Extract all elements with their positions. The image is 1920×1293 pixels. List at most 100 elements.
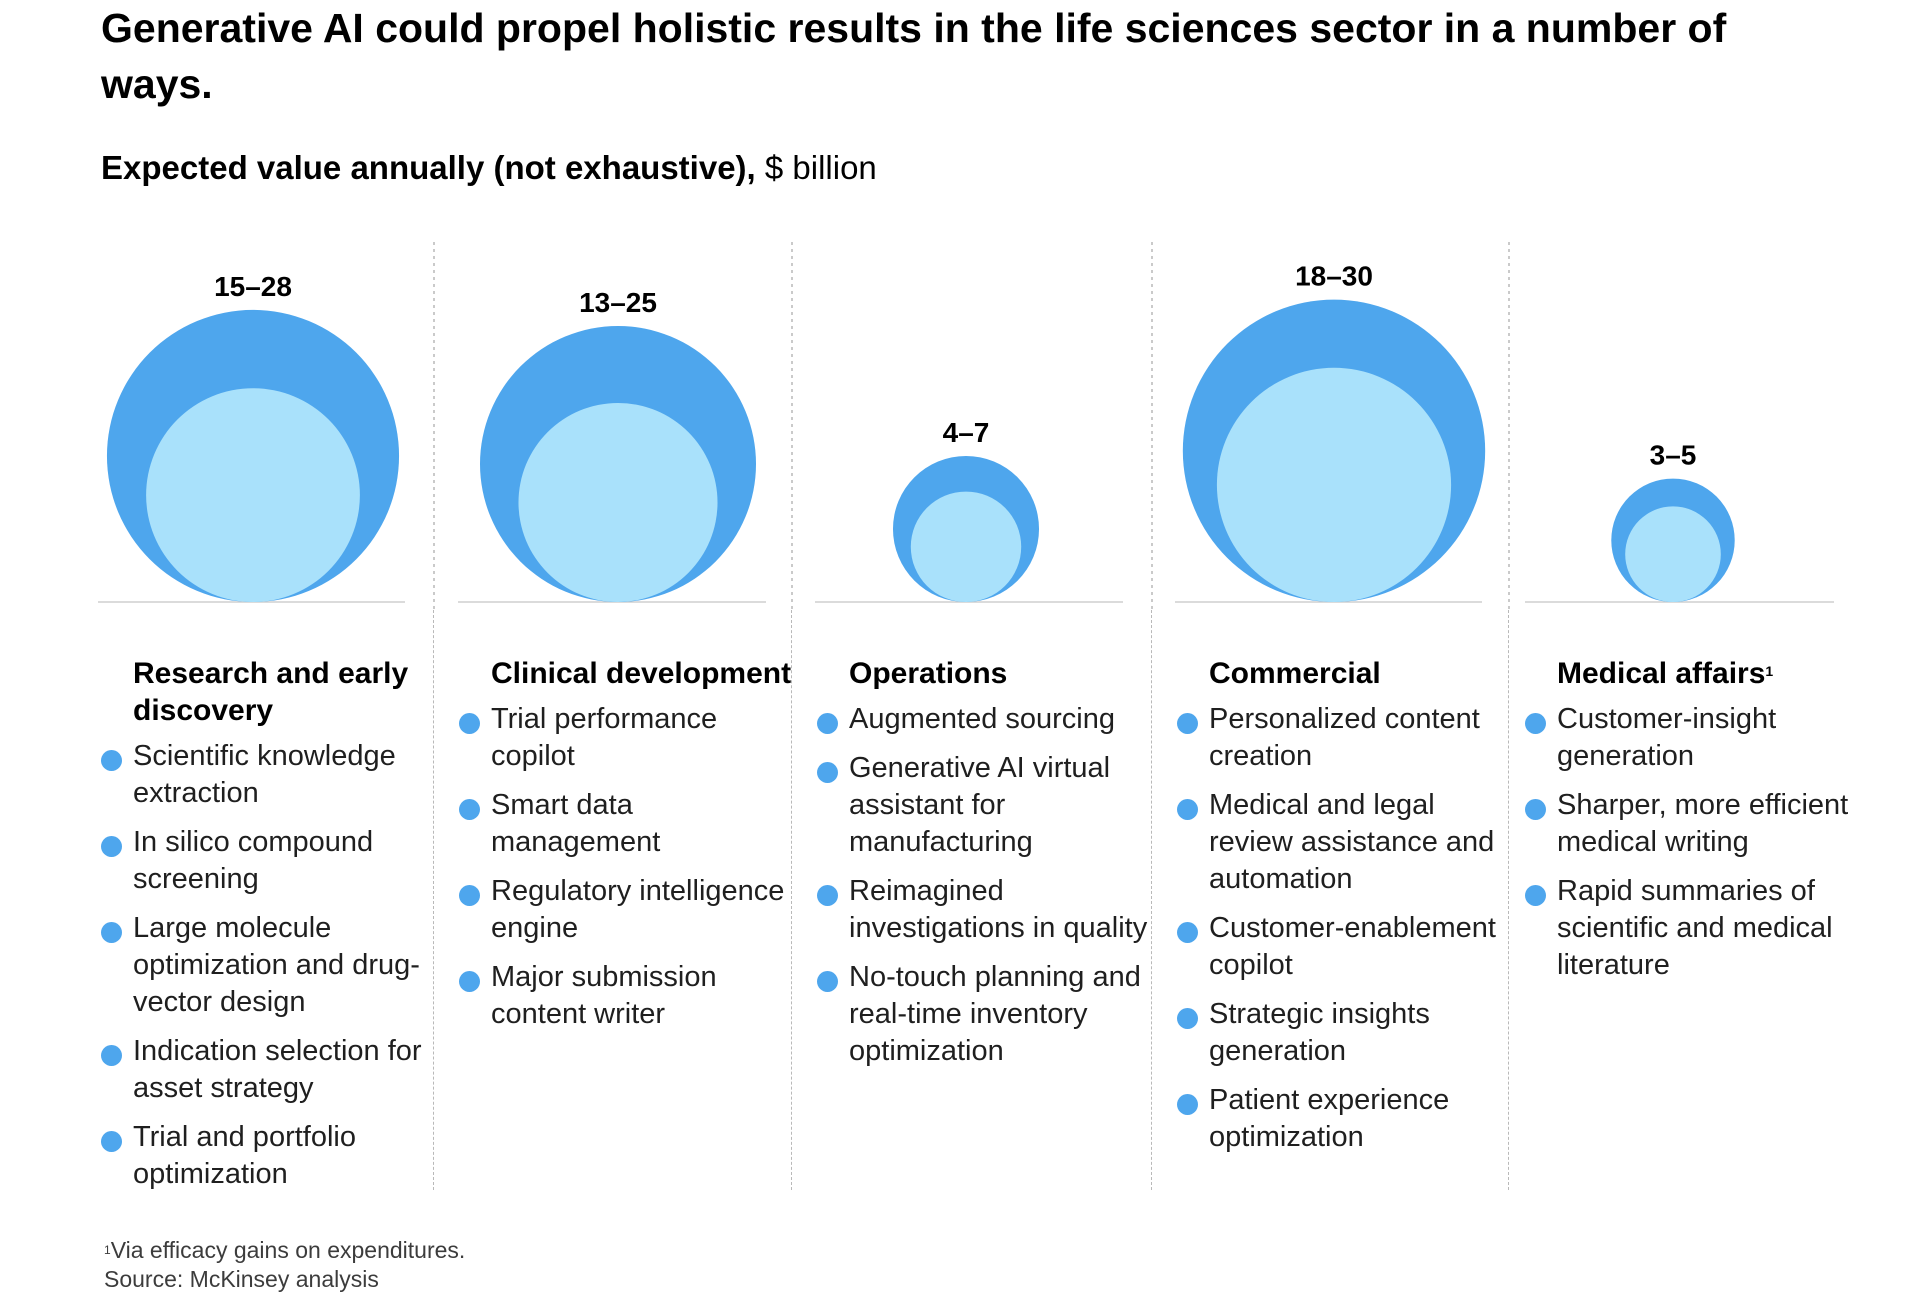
chart-subtitle: Expected value annually (not exhaustive)… bbox=[101, 148, 877, 188]
bullet-icon bbox=[1177, 713, 1198, 734]
footnote-marker: 1 bbox=[1765, 663, 1774, 679]
item-text: Rapid summaries of scientific and medica… bbox=[1557, 875, 1833, 981]
bullet-icon bbox=[101, 750, 122, 771]
list-item: Customer-enablement copilot bbox=[1177, 910, 1519, 984]
subtitle-unit: $ billion bbox=[755, 149, 877, 186]
item-list: Customer-insight generation Sharper, mor… bbox=[1525, 701, 1867, 984]
column-divider bbox=[1508, 610, 1509, 1190]
bullet-icon bbox=[1525, 799, 1546, 820]
bullet-icon bbox=[1177, 1094, 1198, 1115]
column-title: Clinical development bbox=[491, 657, 792, 690]
item-text: Generative AI virtual assistant for manu… bbox=[849, 752, 1111, 858]
list-item: Large molecule optimization and drug-vec… bbox=[101, 910, 443, 1021]
item-text: Customer-enablement copilot bbox=[1209, 912, 1496, 981]
item-text: Customer-insight generation bbox=[1557, 703, 1777, 772]
list-item: Medical and legal review assistance and … bbox=[1177, 787, 1519, 898]
bullet-icon bbox=[459, 885, 480, 906]
item-text: No-touch planning and real-time inventor… bbox=[849, 961, 1141, 1067]
item-text: Medical and legal review assistance and … bbox=[1209, 789, 1495, 895]
list-item: Indication selection for asset strategy bbox=[101, 1033, 443, 1107]
bubble-low bbox=[518, 402, 718, 602]
source-note: Source: McKinsey analysis bbox=[104, 1266, 379, 1292]
value-label: 13–25 bbox=[579, 287, 657, 318]
list-item: In silico compound screening bbox=[101, 824, 443, 898]
list-item: Regulatory intelligence engine bbox=[459, 873, 801, 947]
column-research: Research and early discovery Scientific … bbox=[101, 655, 443, 1205]
item-text: Major submission content writer bbox=[491, 961, 717, 1030]
footnote: 1Via efficacy gains on expenditures. bbox=[104, 1236, 465, 1264]
bullet-icon bbox=[1177, 1008, 1198, 1029]
item-text: Regulatory intelligence engine bbox=[491, 875, 785, 944]
column-operations: Operations Augmented sourcing Generative… bbox=[817, 655, 1159, 1082]
footnote-text: Via efficacy gains on expenditures. bbox=[110, 1237, 466, 1263]
column-medical-affairs: Medical affairs1 Customer-insight genera… bbox=[1525, 655, 1867, 996]
item-text: Indication selection for asset strategy bbox=[133, 1035, 422, 1104]
list-item: Customer-insight generation bbox=[1525, 701, 1867, 775]
column-title: Medical affairs1 bbox=[1557, 655, 1867, 692]
item-text: Augmented sourcing bbox=[849, 703, 1115, 735]
item-text: Sharper, more efficient medical writing bbox=[1557, 789, 1849, 858]
item-text: Personalized content creation bbox=[1209, 703, 1480, 772]
bullet-icon bbox=[817, 971, 838, 992]
bullet-icon bbox=[1177, 922, 1198, 943]
column-divider bbox=[791, 610, 792, 1190]
column-divider bbox=[1151, 610, 1152, 1190]
item-text: Large molecule optimization and drug-vec… bbox=[133, 912, 420, 1018]
bullet-icon bbox=[1525, 885, 1546, 906]
value-label: 4–7 bbox=[943, 417, 990, 448]
column-divider bbox=[433, 610, 434, 1190]
bullet-icon bbox=[817, 762, 838, 783]
bullet-icon bbox=[817, 713, 838, 734]
bubble-low bbox=[1216, 367, 1452, 602]
column-title: Commercial bbox=[1209, 657, 1381, 690]
bubble-low bbox=[910, 491, 1022, 602]
column-clinical: Clinical development Trial performance c… bbox=[459, 655, 801, 1045]
item-list: Personalized content creation Medical an… bbox=[1177, 701, 1519, 1156]
bubble-chart: 15–28 13–25 4–7 18–30 3–5 bbox=[98, 242, 1834, 610]
bullet-icon bbox=[459, 971, 480, 992]
column-commercial: Commercial Personalized content creation… bbox=[1177, 655, 1519, 1168]
bullet-icon bbox=[459, 713, 480, 734]
bullet-icon bbox=[101, 922, 122, 943]
subtitle-measure: Expected value annually (not exhaustive)… bbox=[101, 149, 756, 186]
list-item: Augmented sourcing bbox=[817, 701, 1159, 738]
value-label: 3–5 bbox=[1650, 440, 1697, 471]
item-list: Scientific knowledge extraction In silic… bbox=[101, 738, 443, 1193]
list-item: Scientific knowledge extraction bbox=[101, 738, 443, 812]
column-title: Operations bbox=[849, 657, 1008, 690]
list-item: Sharper, more efficient medical writing bbox=[1525, 787, 1867, 861]
bullet-icon bbox=[101, 836, 122, 857]
item-list: Augmented sourcing Generative AI virtual… bbox=[817, 701, 1159, 1070]
list-item: Trial and portfolio optimization bbox=[101, 1119, 443, 1193]
bullet-icon bbox=[1177, 799, 1198, 820]
bullet-icon bbox=[459, 799, 480, 820]
list-item: No-touch planning and real-time inventor… bbox=[817, 959, 1159, 1070]
list-item: Patient experience optimization bbox=[1177, 1082, 1519, 1156]
list-item: Strategic insights generation bbox=[1177, 996, 1519, 1070]
item-text: Patient experience optimization bbox=[1209, 1084, 1450, 1153]
item-text: Strategic insights generation bbox=[1209, 998, 1430, 1067]
item-text: Trial performance copilot bbox=[491, 703, 718, 772]
list-item: Major submission content writer bbox=[459, 959, 801, 1033]
bullet-icon bbox=[817, 885, 838, 906]
list-item: Personalized content creation bbox=[1177, 701, 1519, 775]
value-label: 18–30 bbox=[1295, 261, 1373, 292]
bubble-low bbox=[146, 388, 360, 602]
item-text: Scientific knowledge extraction bbox=[133, 740, 396, 809]
bullet-icon bbox=[101, 1131, 122, 1152]
footnote-marker: 1 bbox=[104, 1243, 111, 1257]
list-item: Reimagined investigations in quality bbox=[817, 873, 1159, 947]
item-text: In silico compound screening bbox=[133, 826, 374, 895]
chart-title: Generative AI could propel holistic resu… bbox=[101, 5, 1727, 107]
list-item: Generative AI virtual assistant for manu… bbox=[817, 750, 1159, 861]
list-item: Smart data management bbox=[459, 787, 801, 861]
list-item: Trial performance copilot bbox=[459, 701, 801, 775]
value-label: 15–28 bbox=[214, 271, 292, 302]
bubble-low bbox=[1625, 506, 1721, 602]
column-title: Research and early discovery bbox=[133, 657, 409, 727]
item-text: Trial and portfolio optimization bbox=[133, 1121, 356, 1190]
list-item: Rapid summaries of scientific and medica… bbox=[1525, 873, 1867, 984]
item-list: Trial performance copilot Smart data man… bbox=[459, 701, 801, 1033]
bullet-icon bbox=[1525, 713, 1546, 734]
item-text: Smart data management bbox=[491, 789, 661, 858]
